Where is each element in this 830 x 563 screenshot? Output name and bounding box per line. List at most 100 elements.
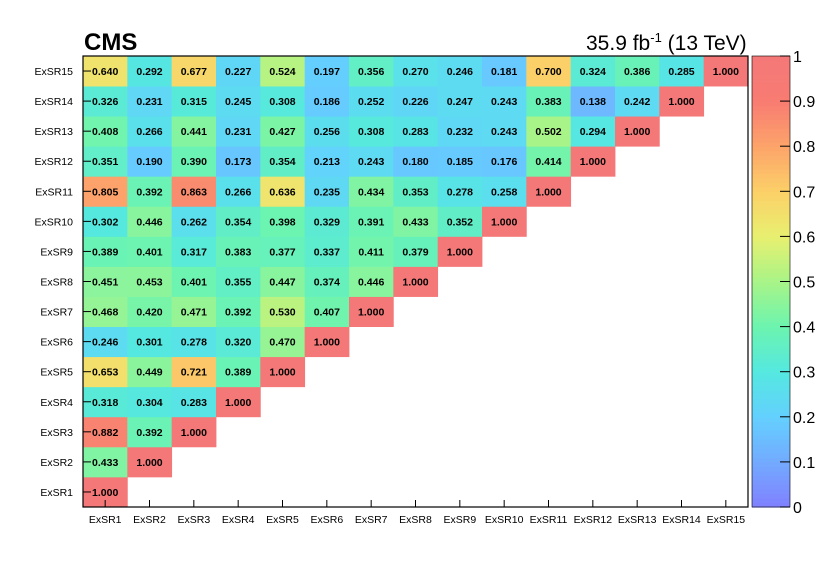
heatmap-cell	[127, 86, 173, 117]
x-tick-label: ExSR9	[443, 514, 476, 526]
cell-value-label: 0.377	[269, 246, 295, 258]
colorbar-segment	[752, 114, 790, 120]
colorbar-segment	[752, 367, 790, 373]
colorbar-segment	[752, 286, 790, 292]
cell-value-label: 0.292	[136, 66, 162, 78]
heatmap-cell	[349, 146, 394, 177]
cell-value-label: 0.882	[92, 427, 118, 439]
heatmap-cell	[127, 326, 173, 358]
heatmap-cell	[349, 206, 394, 237]
cell-value-label: 0.302	[92, 216, 118, 228]
heatmap-cell	[304, 206, 350, 237]
heatmap-cell	[659, 56, 705, 87]
cell-value-label: 0.243	[358, 156, 384, 168]
colorbar-segment	[752, 258, 790, 265]
colorbar-segment	[752, 123, 790, 129]
colorbar-segment	[752, 96, 790, 102]
x-tick-label: ExSR7	[355, 514, 388, 526]
cell-value-label: 0.502	[535, 126, 561, 138]
cell-value-label: 1.000	[668, 96, 694, 108]
cell-value-label: 0.389	[92, 246, 118, 258]
cell-value-label: 0.434	[358, 186, 384, 198]
heatmap-cell	[127, 446, 173, 478]
colorbar-segment	[752, 304, 790, 310]
heatmap-cell	[127, 56, 173, 87]
y-tick-label: ExSR4	[40, 397, 73, 409]
cell-value-label: 0.173	[225, 156, 251, 168]
heatmap-cell	[393, 86, 439, 117]
cell-value-label: 0.213	[314, 156, 340, 168]
cell-value-label: 0.308	[358, 126, 384, 138]
cell-value-label: 0.329	[314, 216, 340, 228]
colorbar-segment	[752, 231, 790, 237]
x-tick-label: ExSR13	[618, 514, 657, 526]
cell-value-label: 0.283	[402, 126, 428, 138]
colorbar-segment	[752, 502, 790, 508]
colorbar-segment	[752, 376, 790, 382]
colorbar-segment	[752, 263, 790, 269]
colorbar-segment	[752, 412, 790, 418]
colorbar-segment	[752, 331, 790, 337]
colorbar-segment	[752, 227, 790, 233]
cell-value-label: 0.285	[668, 66, 694, 78]
heatmap-cell	[482, 116, 527, 147]
cell-value-label: 1.000	[181, 427, 207, 439]
heatmap-cell	[482, 176, 527, 207]
cell-value-label: 0.176	[491, 156, 517, 168]
cell-value-label: 0.231	[225, 126, 251, 138]
heatmap-cell	[437, 86, 483, 117]
colorbar-tick-label: 0.5	[793, 275, 815, 292]
colorbar-segment	[752, 344, 790, 350]
cell-value-label: 0.392	[136, 427, 162, 439]
heatmap-cell	[216, 206, 261, 237]
heatmap-cell	[127, 206, 173, 237]
colorbar-segment	[752, 213, 790, 219]
cell-value-label: 0.270	[402, 66, 428, 78]
cell-value-label: 1.000	[314, 337, 340, 349]
luminosity-label: 35.9 fb-1 (13 TeV)	[586, 30, 747, 56]
colorbar-segment	[752, 128, 790, 134]
heatmap-cell	[349, 266, 394, 297]
cell-value-label: 0.266	[136, 126, 162, 138]
colorbar-tick-label: 0.7	[793, 184, 815, 201]
colorbar-segment	[752, 74, 790, 80]
heatmap-cell	[437, 176, 483, 207]
y-tick-label: ExSR13	[34, 126, 73, 138]
heatmap-cell	[304, 236, 350, 267]
y-tick-label: ExSR12	[34, 156, 73, 168]
cell-value-label: 1.000	[358, 307, 384, 319]
colorbar-tick-label: 0.2	[793, 410, 815, 427]
cell-value-label: 1.000	[447, 246, 473, 258]
x-tick-label: ExSR12	[574, 514, 613, 526]
heatmap-cell	[304, 266, 350, 297]
cell-value-label: 1.000	[225, 397, 251, 409]
heatmap-cell	[349, 116, 394, 147]
heatmap-cell	[570, 116, 616, 147]
heatmap-cell	[393, 266, 439, 297]
heatmap-cell	[171, 356, 217, 388]
colorbar-segment	[752, 434, 790, 440]
heatmap-cell	[171, 326, 217, 358]
cell-value-label: 0.389	[225, 367, 251, 379]
colorbar-tick-label: 1	[793, 49, 802, 66]
colorbar-segment	[752, 240, 790, 247]
heatmap-cell	[216, 386, 261, 418]
heatmap-cell	[349, 236, 394, 267]
heatmap-cell	[349, 176, 394, 207]
heatmap-cell	[260, 326, 306, 358]
heatmap-cell	[570, 146, 616, 177]
cell-value-label: 0.242	[624, 96, 650, 108]
heatmap-cell	[615, 56, 660, 87]
heatmap-cell	[171, 416, 217, 448]
heatmap-cell	[127, 176, 173, 207]
colorbar-segment	[752, 249, 790, 256]
heatmap-cell	[260, 116, 306, 147]
heatmap-cell	[570, 56, 616, 87]
heatmap-cell	[260, 296, 306, 327]
colorbar-segment	[752, 380, 790, 386]
heatmap-cell	[171, 266, 217, 297]
cell-value-label: 0.318	[92, 397, 118, 409]
colorbar-segment	[752, 204, 790, 210]
colorbar-segment	[752, 155, 790, 161]
heatmap-cell	[127, 146, 173, 177]
